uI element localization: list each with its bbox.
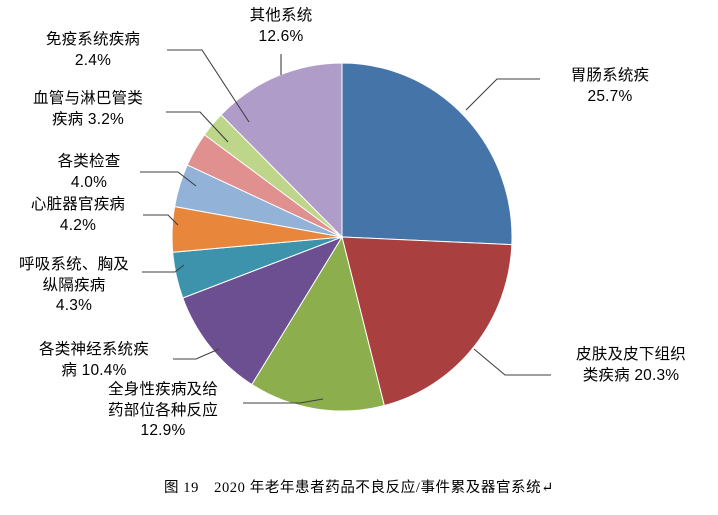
leader-line-investigations: [140, 171, 197, 187]
label-systemic: 全身性疾病及给 药部位各种反应 12.9%: [108, 381, 218, 440]
label-other-systems: 其他系统 12.6%: [249, 7, 313, 45]
leader-line-gastrointestinal: [465, 78, 540, 111]
label-gastrointestinal: 胃肠系统疾 25.7%: [570, 67, 650, 105]
figure-caption: 图 19 2020 年老年患者药品不良反应/事件累及器官系统↵: [163, 480, 555, 496]
leader-line-skin: [473, 348, 551, 376]
label-nervous-system: 各类神经系统疾 病 10.4%: [39, 341, 149, 379]
leader-line-group: [140, 49, 551, 404]
leader-line-immune: [167, 49, 250, 123]
leader-line-respiratory: [142, 264, 185, 273]
leader-line-vascular: [166, 111, 229, 143]
label-vascular-lymphatic: 血管与淋巴管类 疾病 3.2%: [33, 90, 143, 128]
label-respiratory: 呼吸系统、胸及 纵隔疾病 4.3%: [19, 256, 129, 315]
pie-slice: [182, 236, 344, 386]
leader-line-systemic: [243, 398, 324, 404]
leader-line-cardiac: [143, 214, 179, 226]
label-skin-subcutaneous: 皮肤及皮下组织 类疾病 20.3%: [576, 346, 686, 384]
label-immune-system: 免疫系统疾病 2.4%: [45, 31, 141, 69]
label-cardiac: 心脏器官疾病 4.2%: [30, 196, 126, 234]
pie-slice: [220, 62, 343, 239]
pie-slice: [341, 62, 513, 246]
label-investigations: 各类检查 4.0%: [57, 153, 121, 191]
pie-slice: [251, 235, 385, 412]
pie-slice-group: [171, 62, 513, 412]
pie-slice: [341, 236, 513, 407]
leader-line-nervous: [173, 348, 220, 360]
